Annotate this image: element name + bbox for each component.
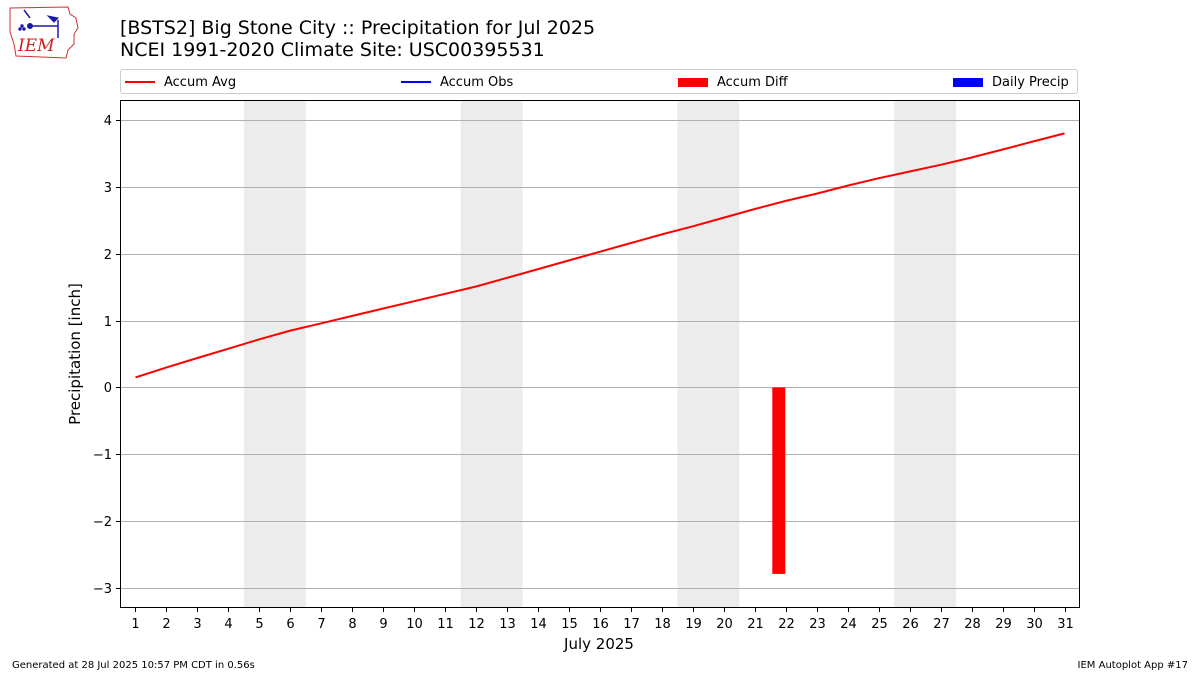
legend-label-accum-avg: Accum Avg [164,74,237,90]
chart-title: [BSTS2] Big Stone City :: Precipitation … [120,17,595,61]
x-tick-label: 13 [499,617,516,632]
legend-swatch-accum-obs [401,81,431,83]
y-tick-label: −1 [93,448,112,463]
x-axis-label: July 2025 [563,635,634,653]
weekend-band [677,100,740,608]
x-tick-label: 2 [162,617,170,632]
legend-swatch-daily-precip [953,77,983,87]
y-tick-label: 4 [104,114,112,129]
x-tick-label: 19 [685,617,702,632]
x-tick-label: 11 [437,617,454,632]
legend-label-accum-diff: Accum Diff [717,74,788,90]
x-tick-label: 3 [193,617,201,632]
y-tick-label: 1 [104,315,112,330]
series-lines [135,132,1065,379]
legend-item-accum-diff: Accum Diff [678,74,788,90]
legend-swatch-accum-diff [678,77,708,87]
legend-item-accum-avg: Accum Avg [125,74,236,90]
x-tick-label: 7 [317,617,325,632]
plot-frame [120,100,1080,608]
y-tick-label: −2 [93,515,112,530]
x-tick-label: 16 [592,617,609,632]
y-axis-label: Precipitation [inch] [66,283,84,425]
x-tick-label: 6 [286,617,294,632]
weekend-bands [243,100,957,608]
x-tick-label: 28 [964,617,981,632]
y-axis-ticks: −3 −2 −1 0 1 2 3 4 [93,114,120,597]
x-tick-label: 1 [131,617,139,632]
x-tick-label: 27 [933,617,950,632]
x-tick-label: 30 [1026,617,1043,632]
y-tick-label: 2 [104,248,112,263]
x-tick-label: 14 [530,617,547,632]
title-line-2: NCEI 1991-2020 Climate Site: USC00395531 [120,39,545,61]
x-tick-label: 5 [255,617,263,632]
legend-label-accum-obs: Accum Obs [440,74,514,90]
legend: Accum Avg Accum Obs Accum Diff Daily Pre… [120,69,1078,94]
gridlines [120,120,1080,589]
title-line-1: [BSTS2] Big Stone City :: Precipitation … [120,17,596,39]
x-axis-ticks: 1 2 3 4 5 6 7 8 9 10 11 12 13 14 15 16 17 18 19 20 21 22 23 24 2… [131,608,1074,632]
x-tick-label: 25 [871,617,888,632]
x-tick-label: 17 [623,617,640,632]
x-tick-label: 9 [379,617,387,632]
y-tick-label: 0 [104,381,112,396]
x-tick-label: 4 [224,617,232,632]
x-tick-label: 22 [778,617,795,632]
legend-label-daily-precip: Daily Precip [992,74,1069,90]
series-line-accum-avg [135,132,1065,379]
y-tick-label: −3 [93,582,112,597]
accum-diff-bar [772,387,786,574]
x-tick-label: 15 [561,617,578,632]
x-tick-label: 24 [840,617,857,632]
weekend-band [894,100,957,608]
y-tick-label: 3 [104,181,112,196]
legend-item-accum-obs: Accum Obs [401,74,513,90]
logo-text: IEM [17,36,55,56]
iowa-state-outline [9,6,79,59]
x-tick-label: 10 [406,617,423,632]
x-tick-label: 8 [348,617,356,632]
x-tick-label: 20 [716,617,733,632]
generated-timestamp: Generated at 28 Jul 2025 10:57 PM CDT in… [12,660,255,671]
x-tick-label: 21 [747,617,764,632]
legend-swatch-accum-avg [125,81,155,83]
x-tick-label: 29 [995,617,1012,632]
weather-station-icon [18,9,60,38]
weekend-band [460,100,523,608]
app-credit: IEM Autoplot App #17 [1077,660,1188,671]
weekend-band [243,100,306,608]
diff-bars [772,387,786,574]
x-tick-label: 18 [654,617,671,632]
x-tick-label: 12 [468,617,485,632]
x-tick-label: 26 [902,617,919,632]
legend-item-daily-precip: Daily Precip [953,74,1069,90]
iem-logo: IEM [9,6,79,59]
x-tick-label: 31 [1057,617,1074,632]
x-tick-label: 23 [809,617,826,632]
